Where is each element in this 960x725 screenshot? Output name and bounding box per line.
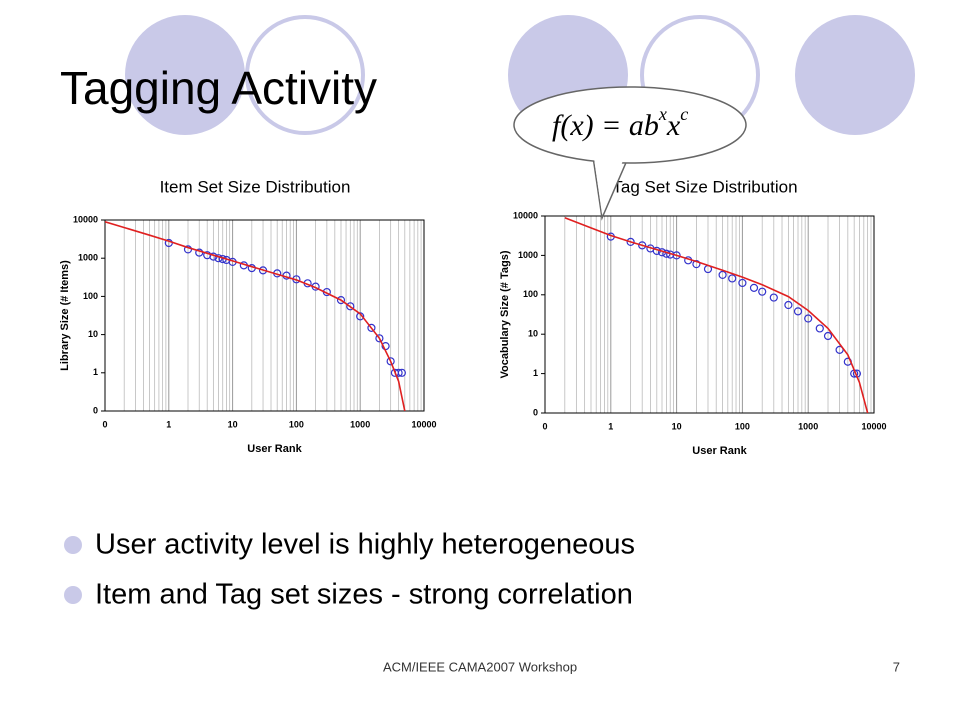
data-point (804, 314, 813, 323)
data-point (784, 300, 793, 310)
bullet: User activity level is highly heterogene… (95, 529, 635, 561)
x-tick-label: 1000 (350, 419, 370, 429)
y-tick-label: 10000 (73, 214, 98, 224)
data-point (769, 293, 778, 302)
deco-circle (245, 15, 365, 135)
bullet: Item and Tag set sizes - strong correlat… (95, 579, 633, 611)
data-point (367, 323, 376, 332)
data-point (672, 251, 681, 260)
y-tick-label: 1 (93, 367, 98, 377)
x-tick-label: 0 (102, 419, 107, 429)
bullet-dot (64, 586, 82, 604)
x-tick-label: 10 (228, 419, 238, 429)
x-tick-label: 100 (735, 421, 750, 431)
x-tick-label: 1 (608, 421, 613, 431)
footer: ACM/IEEE CAMA2007 Workshop (383, 659, 577, 674)
x-tick-label: 10000 (411, 419, 436, 429)
data-point (728, 274, 737, 283)
data-point (638, 241, 647, 250)
data-point (386, 357, 395, 366)
x-tick-label: 10000 (861, 421, 886, 431)
data-point (692, 260, 701, 269)
data-point (758, 287, 767, 296)
plot-frame (544, 215, 875, 414)
formula-part: f(x) = ab (552, 109, 659, 142)
formula-exponent: c (680, 104, 688, 124)
data-point (346, 302, 355, 311)
page-number: 7 (893, 659, 900, 674)
data-point (815, 324, 824, 333)
callout-bubble (513, 86, 747, 164)
data-point (397, 368, 406, 377)
fit-line (564, 217, 869, 413)
data-point (626, 237, 635, 247)
y-tick-label: 100 (523, 289, 538, 299)
data-point (749, 283, 759, 292)
x-axis-label: User Rank (692, 445, 747, 457)
y-tick-label: 10 (88, 329, 98, 339)
x-tick-label: 100 (289, 419, 304, 429)
chart-title: Tag Set Size Distribution (612, 177, 797, 196)
plot-frame (104, 219, 425, 412)
y-tick-label: 0 (533, 407, 538, 417)
x-tick-label: 10 (672, 421, 682, 431)
data-point (738, 278, 747, 288)
formula-part: x (666, 109, 681, 142)
formula-callout: f(x) = abxxc (513, 86, 747, 221)
y-tick-label: 10 (528, 329, 538, 339)
slide-title: Tagging Activity (60, 62, 377, 114)
chart-title: Item Set Size Distribution (160, 177, 351, 196)
data-point (375, 334, 384, 343)
x-tick-label: 1 (166, 419, 171, 429)
formula-exponent: x (658, 104, 667, 124)
data-point (835, 345, 844, 354)
y-tick-label: 0 (93, 405, 98, 415)
deco-circle (795, 15, 915, 135)
y-tick-label: 10000 (513, 210, 538, 220)
bullet-dot (64, 536, 82, 554)
y-tick-label: 100 (83, 291, 98, 301)
data-point (793, 307, 803, 316)
x-tick-label: 0 (542, 421, 547, 431)
x-tick-label: 1000 (798, 421, 818, 431)
y-tick-label: 1000 (518, 250, 538, 260)
data-point (718, 270, 727, 279)
y-tick-label: 1000 (78, 253, 98, 263)
y-tick-label: 1 (533, 368, 538, 378)
callout-seam (594, 158, 624, 214)
data-point (336, 296, 346, 305)
formula: f(x) = abxxc (552, 104, 688, 142)
fit-line (105, 220, 406, 411)
deco-circle (125, 15, 245, 135)
y-axis-label: Vocabulary Size (# Tags) (499, 250, 511, 378)
data-point (823, 331, 833, 341)
x-axis-label: User Rank (247, 443, 302, 455)
y-axis-label: Library Size (# Items) (59, 260, 71, 371)
